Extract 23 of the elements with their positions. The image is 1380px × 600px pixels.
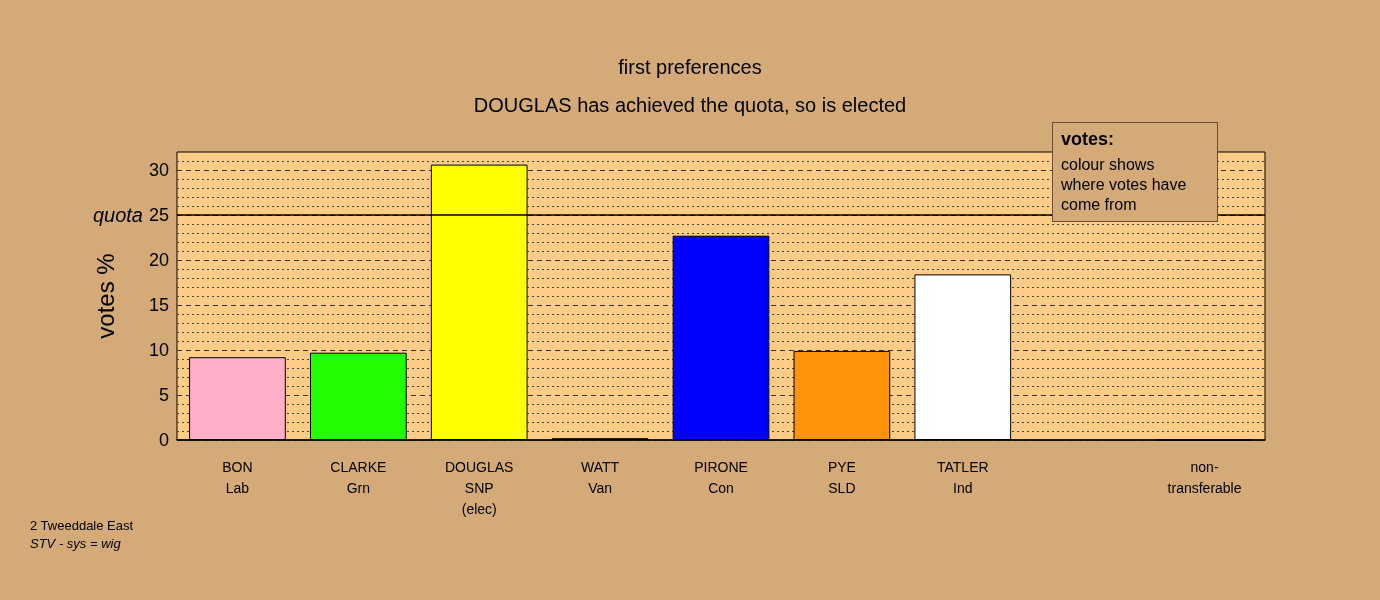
text: STV - sys = wig <box>30 535 122 553</box>
x-tick-label: WATT Van <box>581 458 620 496</box>
x-tick-label: BON Lab <box>222 458 253 496</box>
x-tick-label: TATLER Ind <box>936 458 989 496</box>
chart-title: first preferences <box>618 56 762 78</box>
text: votes: <box>1061 129 1115 149</box>
x-tick-label: CLARKE Grn <box>330 458 387 496</box>
y-tick-label: 25 <box>148 205 169 225</box>
y-tick-label: 20 <box>148 250 169 270</box>
y-tick-label: 10 <box>148 340 169 360</box>
x-tick-label: non- transferable <box>1167 458 1242 496</box>
y-tick-label: 0 <box>158 430 169 450</box>
x-tick-label: DOUGLAS SNP (elec) <box>444 458 514 517</box>
y-tick-label: 30 <box>148 160 169 180</box>
x-tick-label: PYE SLD <box>827 458 856 496</box>
chart-subtitle: DOUGLAS has achieved the quota, so is elected <box>473 94 907 116</box>
ref-line-label: quota <box>92 204 143 226</box>
y-axis-title: votes % <box>91 253 119 339</box>
annotation: colour shows where votes have come from <box>1061 155 1188 215</box>
x-tick-label: PIRONE Con <box>694 458 748 496</box>
text: 2 Tweeddale East <box>30 517 134 535</box>
y-tick-label: 15 <box>148 295 169 315</box>
y-tick-label: 5 <box>158 385 169 405</box>
